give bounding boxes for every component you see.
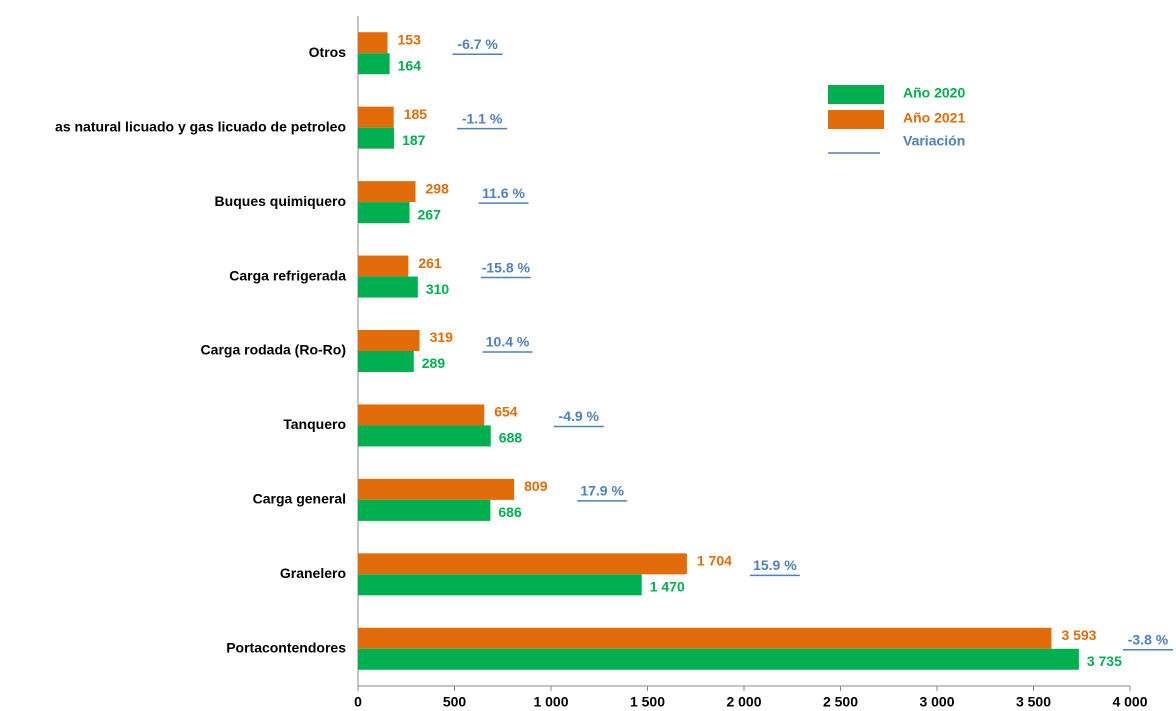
bar <box>358 553 687 575</box>
x-tick-label: 4 000 <box>1112 694 1147 710</box>
data-label: 187 <box>402 132 426 148</box>
data-label: 3 735 <box>1087 653 1122 669</box>
legend-swatch <box>828 110 884 129</box>
x-tick-label: 500 <box>443 694 467 710</box>
variation-label: -1.1 % <box>462 110 503 126</box>
data-label: 261 <box>418 255 442 271</box>
legend-label: Año 2021 <box>903 110 965 126</box>
bar <box>358 478 515 500</box>
bar <box>358 202 410 224</box>
data-label: 1 704 <box>697 553 732 569</box>
data-label: 310 <box>426 281 450 297</box>
variation-label: -3.8 % <box>1128 631 1169 647</box>
x-tick-label: 1 500 <box>630 694 665 710</box>
variation-label: 11.6 % <box>482 185 525 201</box>
bar <box>358 255 409 277</box>
bar <box>358 106 394 128</box>
x-tick-label: 3 500 <box>1016 694 1051 710</box>
bar <box>358 574 642 596</box>
bar <box>358 127 395 149</box>
x-tick-label: 2 500 <box>823 694 858 710</box>
x-tick-label: 2 000 <box>726 694 761 710</box>
x-tick-label: 0 <box>354 694 362 710</box>
y-tick-label: Buques quimiquero <box>215 193 346 209</box>
data-label: 298 <box>426 180 450 196</box>
variation-label: 10.4 % <box>486 334 530 350</box>
y-tick-label: Granelero <box>280 565 346 581</box>
bar <box>358 499 491 521</box>
data-label: 185 <box>404 106 428 122</box>
data-label: 267 <box>418 206 442 222</box>
legend-swatch <box>828 85 884 104</box>
data-label: 3 593 <box>1061 627 1096 643</box>
data-label: 153 <box>398 31 422 47</box>
bar <box>358 425 491 447</box>
variation-label: 15.9 % <box>753 557 797 573</box>
bar <box>358 627 1052 649</box>
bar <box>358 330 420 351</box>
y-tick-label: Portacontendores <box>226 639 346 655</box>
variation-label: 17.9 % <box>580 483 624 499</box>
y-tick-label: Carga general <box>253 491 346 507</box>
data-label: 289 <box>422 355 446 371</box>
x-tick-label: 1 000 <box>533 694 568 710</box>
bar <box>358 53 390 75</box>
bar <box>358 32 388 54</box>
data-label: 319 <box>430 329 454 345</box>
y-tick-label: Otros <box>309 44 347 60</box>
data-label: 809 <box>524 478 548 494</box>
bar <box>358 648 1079 670</box>
data-label: 654 <box>494 404 518 420</box>
legend-label: Variación <box>903 133 965 149</box>
data-label: 688 <box>499 430 523 446</box>
x-tick-label: 3 000 <box>919 694 954 710</box>
variation-label: -15.8 % <box>482 259 531 275</box>
y-tick-label: Carga refrigerada <box>229 267 346 283</box>
variation-label: -4.9 % <box>559 408 600 424</box>
y-tick-label: Tanquero <box>283 416 346 432</box>
data-label: 686 <box>498 504 522 520</box>
bar <box>358 181 416 203</box>
data-label: 1 470 <box>650 579 685 595</box>
y-tick-label: as natural licuado y gas licuado de petr… <box>55 118 346 134</box>
bar <box>358 276 418 298</box>
y-tick-label: Carga rodada (Ro-Ro) <box>201 342 346 358</box>
data-label: 164 <box>398 57 422 73</box>
bar <box>358 404 485 426</box>
legend-label: Año 2020 <box>903 85 965 101</box>
bar <box>358 351 414 372</box>
variation-label: -6.7 % <box>457 36 498 52</box>
